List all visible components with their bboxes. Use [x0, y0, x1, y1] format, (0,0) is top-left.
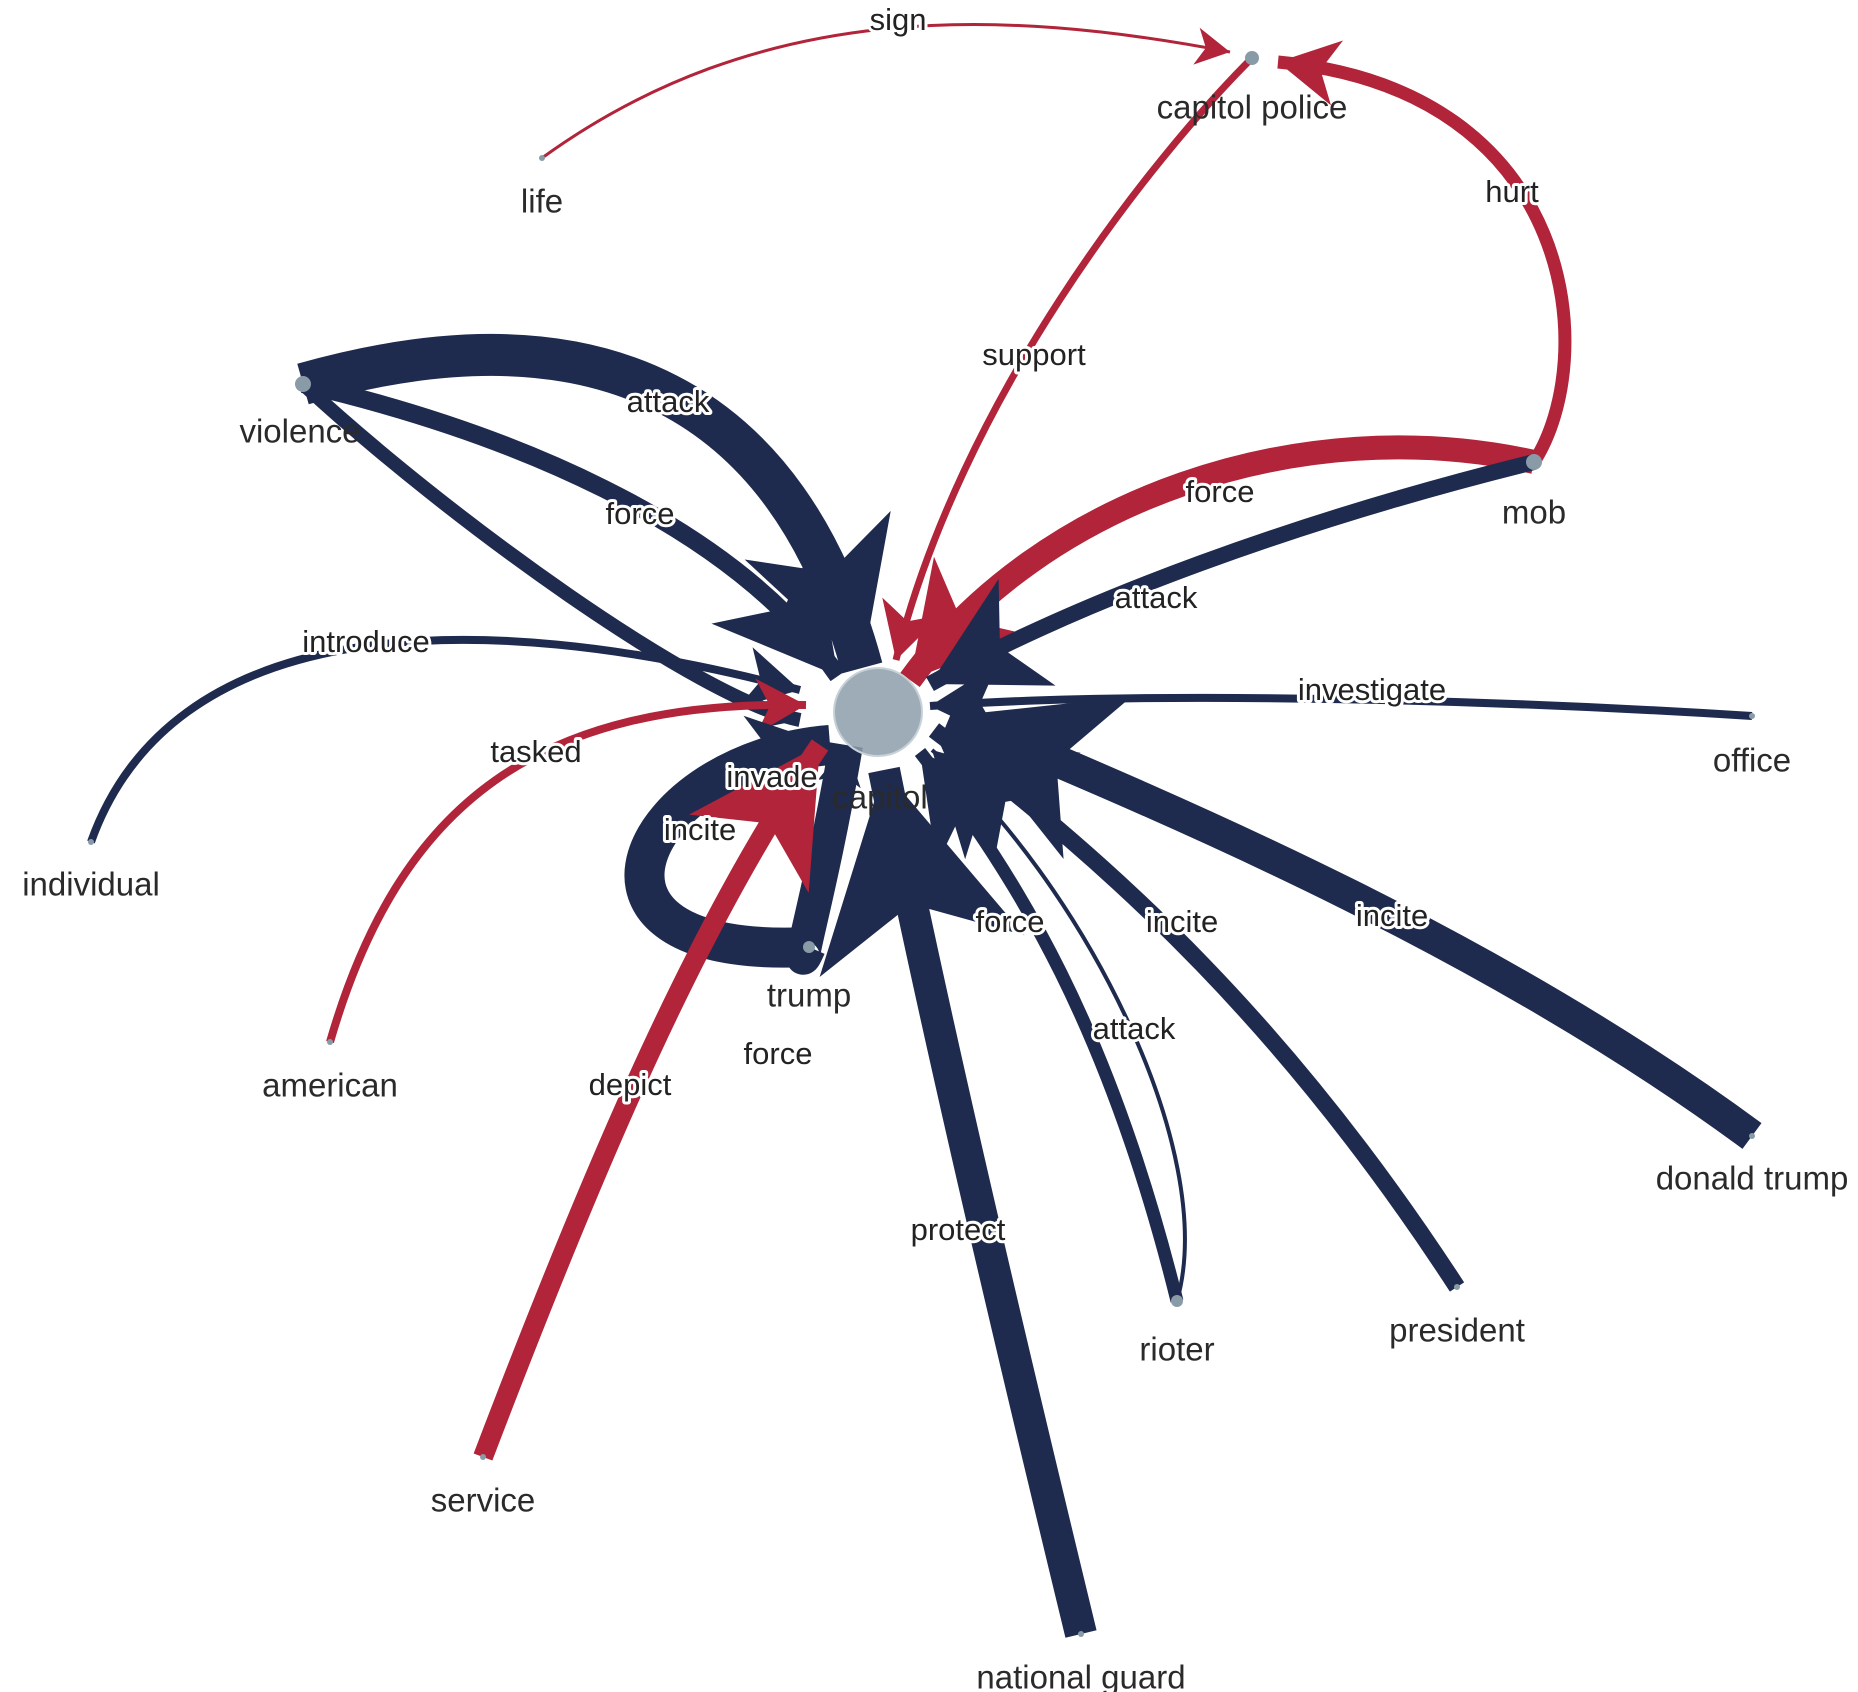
node-trump-label: trump: [767, 977, 851, 1014]
node-capitol-label: capitol: [832, 779, 927, 816]
node-capitol-police-label: capitol police: [1157, 89, 1348, 126]
node-capitol[interactable]: [833, 667, 923, 757]
edge-label-depict: depict: [589, 1067, 672, 1102]
node-violence[interactable]: [295, 376, 311, 392]
node-mob[interactable]: [1526, 454, 1542, 470]
node-life-label: life: [521, 183, 563, 220]
node-office-label: office: [1713, 742, 1791, 779]
node-donald-trump[interactable]: [1749, 1133, 1755, 1139]
node-trump[interactable]: [803, 941, 815, 953]
edge-label-incite: incite: [1356, 898, 1428, 933]
edge-label-incite: incite: [1146, 904, 1218, 939]
edge-individual-introduce-capitol: [87, 635, 802, 844]
edge-violence-attack-capitol: [297, 334, 883, 674]
node-national-guard-label: national guard: [976, 1659, 1185, 1692]
edge-label-force: force: [606, 496, 675, 531]
node-violence-label: violence: [239, 413, 360, 450]
edge-label-introduce: introduce: [302, 624, 430, 659]
node-donald-trump-label: donald trump: [1656, 1160, 1849, 1197]
edge-mob-force-capitol: [900, 435, 1537, 688]
node-service-label: service: [431, 1482, 536, 1519]
edge-label-attack: attack: [627, 384, 710, 419]
edge-mob-hurt-capitol-police-arrowhead: [1278, 40, 1344, 106]
node-mob-label: mob: [1502, 494, 1566, 531]
node-individual[interactable]: [88, 839, 94, 845]
edge-trump-force-capitol: [786, 742, 863, 975]
edge-national-guard-protect-capitol-arrowhead: [819, 770, 1025, 978]
edge-life-sign-capitol-police-arrowhead: [1193, 27, 1230, 65]
edge-american-tasked-capitol: [326, 700, 807, 1044]
node-american[interactable]: [327, 1039, 333, 1045]
edge-label-sign: sign: [870, 2, 927, 37]
edge-capitol-police-support-capitol-arrowhead: [882, 597, 942, 660]
edge-label-force: force: [1186, 474, 1255, 509]
edge-individual-introduce-capitol-arrowhead: [738, 647, 800, 708]
edge-label-attack: attack: [1093, 1011, 1176, 1046]
edge-mob-hurt-capitol-police: [1277, 55, 1572, 466]
nodes-layer: [88, 51, 1755, 1637]
edge-donald-trump-incite-capitol-arrowhead: [950, 696, 1132, 859]
node-american-label: american: [262, 1067, 398, 1104]
node-national-guard[interactable]: [1078, 1631, 1084, 1637]
node-individual-label: individual: [22, 866, 160, 903]
edge-label-invade: invade: [726, 759, 817, 794]
edge-label-attack: attack: [1115, 580, 1198, 615]
edge-label-force: force: [744, 1036, 813, 1071]
edge-trump-incite-capitol-arrowhead: [743, 715, 830, 803]
edges-layer: [87, 23, 1762, 1638]
edge-label-investigate: investigate: [1298, 672, 1446, 707]
edge-life-sign-capitol-police: [541, 23, 1231, 160]
edge-capitol-police-support-capitol: [892, 55, 1255, 661]
node-service[interactable]: [480, 1454, 486, 1460]
edge-label-tasked: tasked: [490, 734, 581, 769]
edge-labels-layer: sign hurt support attack force invade force att…: [299, 0, 1542, 1250]
edge-label-hurt: hurt: [1485, 174, 1539, 209]
node-president[interactable]: [1454, 1284, 1460, 1290]
node-office[interactable]: [1749, 713, 1755, 719]
node-capitol-police[interactable]: [1245, 51, 1259, 65]
node-rioter[interactable]: [1171, 1295, 1183, 1307]
node-life[interactable]: [539, 155, 545, 161]
edge-trump-force-capitol-arrowhead: [817, 745, 861, 789]
edge-label-protect: protect: [911, 1212, 1006, 1247]
node-rioter-label: rioter: [1139, 1331, 1214, 1368]
node-president-label: president: [1389, 1312, 1525, 1349]
edge-label-incite: incite: [664, 812, 736, 847]
edge-mob-attack-capitol-arrowhead: [930, 578, 1056, 686]
node-labels-layer: capitol capitol police life violence mob offi…: [22, 89, 1848, 1692]
edge-american-tasked-capitol-arrowhead: [755, 678, 806, 734]
edge-donald-trump-incite-capitol: [943, 701, 1762, 1149]
edge-mob-force-capitol-arrowhead: [910, 556, 1027, 680]
edge-label-force: force: [976, 904, 1045, 939]
edge-label-support: support: [982, 337, 1086, 372]
edge-violence-force-capitol-arrowhead: [711, 541, 838, 676]
edge-trump-incite-capitol: [624, 725, 832, 968]
edge-service-depict-capitol-arrowhead: [688, 745, 820, 893]
edge-office-investigate-capitol: [929, 693, 1753, 720]
